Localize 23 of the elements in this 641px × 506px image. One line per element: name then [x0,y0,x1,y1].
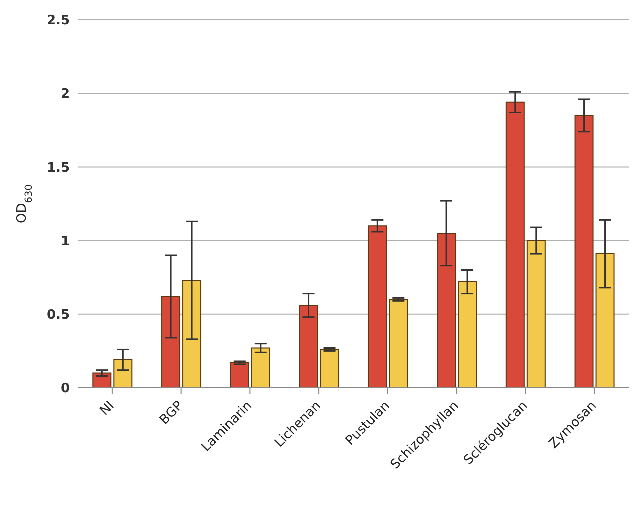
bar [506,102,525,388]
y-tick-label: 1 [60,234,70,250]
bar [437,232,456,388]
bar [368,226,388,388]
bar [182,280,202,388]
y-tick-label: 2 [60,87,70,102]
x-tick-label: NI [98,398,118,419]
bar [251,348,270,388]
bar [389,299,408,388]
y-tick-label: 2.5 [46,14,70,29]
bar [162,296,181,388]
bar [526,240,546,388]
bar [230,362,250,388]
bar [114,360,133,388]
bar [320,349,340,388]
bar [458,282,478,388]
bar [299,305,318,388]
bar [574,115,594,388]
bar [596,254,615,388]
y-tick-label: 0.5 [46,308,70,324]
y-tick-label: 1.5 [46,160,70,176]
y-tick-label: 0 [60,382,70,397]
bar [92,372,112,388]
